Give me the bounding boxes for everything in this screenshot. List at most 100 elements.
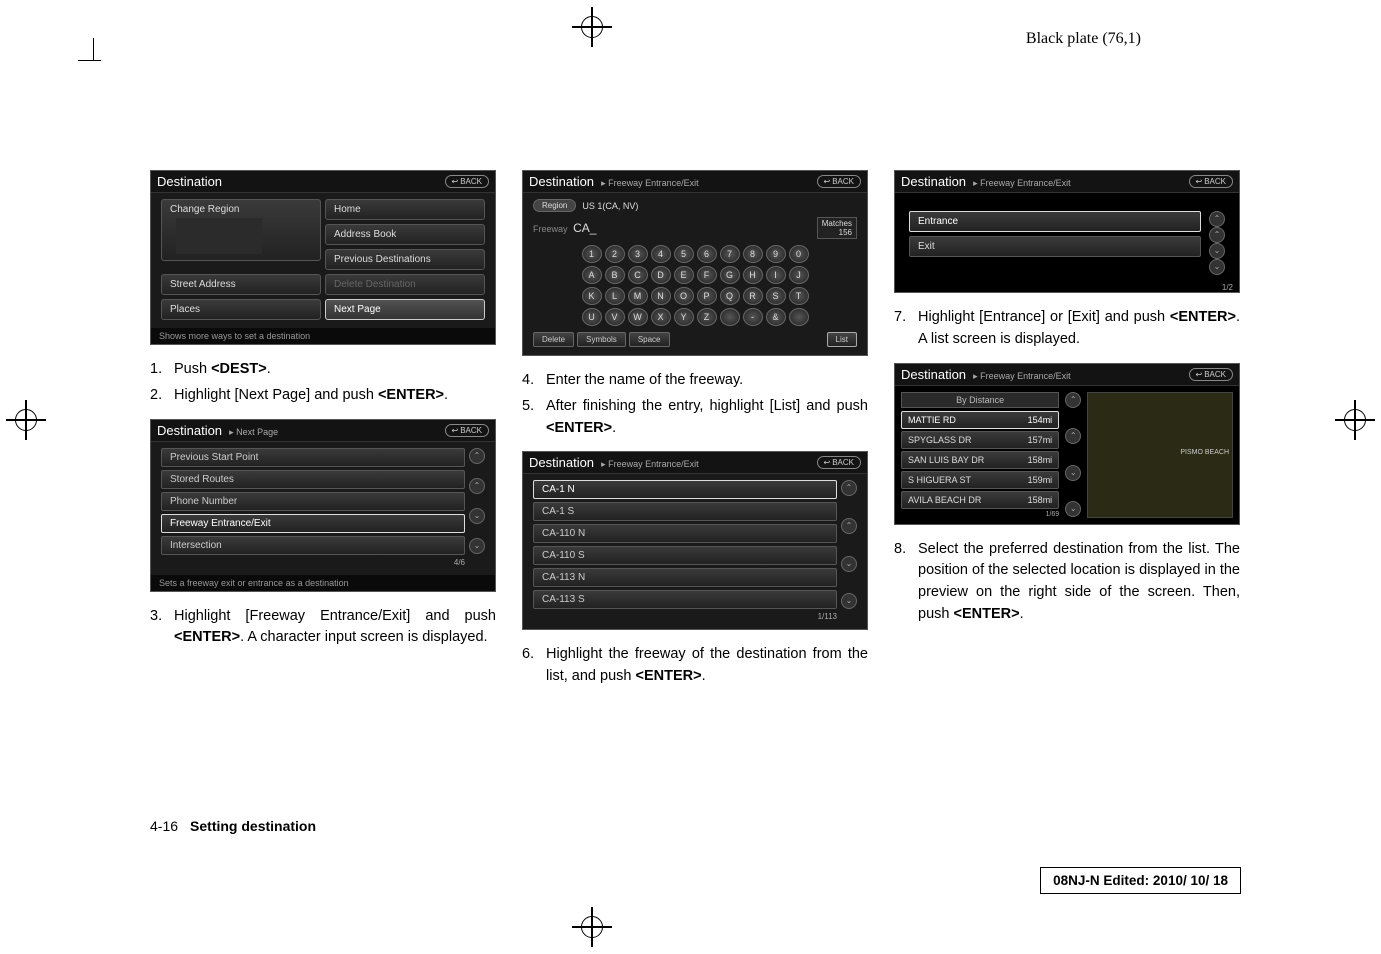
- result-row[interactable]: S HIGUERA ST159mi: [901, 471, 1059, 489]
- delete-dest-button[interactable]: Delete Destination: [325, 274, 485, 295]
- exit-option[interactable]: Exit: [909, 236, 1201, 257]
- list-item[interactable]: Phone Number: [161, 492, 465, 511]
- keyboard-key[interactable]: A: [582, 266, 602, 284]
- keyboard-key[interactable]: X: [651, 308, 671, 326]
- prev-dest-button[interactable]: Previous Destinations: [325, 249, 485, 270]
- page-counter: 4/6: [161, 558, 465, 567]
- scroll-bottom-icon[interactable]: ⌄: [469, 538, 485, 554]
- keyboard-key[interactable]: S: [766, 287, 786, 305]
- change-region-button[interactable]: Change Region: [161, 199, 321, 261]
- scroll-top-icon[interactable]: ⌃: [1209, 211, 1225, 227]
- space-key[interactable]: Space: [629, 332, 670, 347]
- keyboard-key[interactable]: N: [651, 287, 671, 305]
- result-row[interactable]: SAN LUIS BAY DR158mi: [901, 451, 1059, 469]
- scroll-down-icon[interactable]: ⌄: [1065, 465, 1081, 481]
- scroll-up-icon[interactable]: ⌃: [1065, 428, 1081, 444]
- keyboard-key[interactable]: Z: [697, 308, 717, 326]
- keyboard-key[interactable]: [789, 308, 809, 326]
- keyboard-key[interactable]: G: [720, 266, 740, 284]
- list-item[interactable]: CA-1 S: [533, 502, 837, 521]
- keyboard-key[interactable]: L: [605, 287, 625, 305]
- region-button[interactable]: Region: [533, 199, 576, 212]
- back-button[interactable]: ↩ BACK: [817, 456, 862, 469]
- scroll-up-icon[interactable]: ⌃: [1209, 227, 1225, 243]
- scroll-up-icon[interactable]: ⌃: [469, 478, 485, 494]
- keyboard-key[interactable]: Y: [674, 308, 694, 326]
- result-row[interactable]: MATTIE RD154mi: [901, 411, 1059, 429]
- keyboard-key[interactable]: 6: [697, 245, 717, 263]
- scroll-top-icon[interactable]: ⌃: [841, 480, 857, 496]
- list-item[interactable]: CA-113 N: [533, 568, 837, 587]
- address-book-button[interactable]: Address Book: [325, 224, 485, 245]
- keyboard-key[interactable]: 0: [789, 245, 809, 263]
- entrance-option[interactable]: Entrance: [909, 211, 1201, 232]
- back-button[interactable]: ↩ BACK: [817, 175, 862, 188]
- back-button[interactable]: ↩ BACK: [445, 424, 490, 437]
- keyboard-key[interactable]: 3: [628, 245, 648, 263]
- scroll-down-icon[interactable]: ⌄: [841, 556, 857, 572]
- keyboard-key[interactable]: B: [605, 266, 625, 284]
- keyboard-key[interactable]: F: [697, 266, 717, 284]
- step-5: 5. After finishing the entry, highlight …: [522, 396, 868, 440]
- list-item[interactable]: CA-1 N: [533, 480, 837, 499]
- keyboard-key[interactable]: 1: [582, 245, 602, 263]
- crop-mark-right: [1335, 400, 1375, 440]
- scroll-down-icon[interactable]: ⌄: [469, 508, 485, 524]
- list-item[interactable]: CA-113 S: [533, 590, 837, 609]
- keyboard-key[interactable]: 2: [605, 245, 625, 263]
- result-row[interactable]: SPYGLASS DR157mi: [901, 431, 1059, 449]
- next-page-button[interactable]: Next Page: [325, 299, 485, 320]
- list-item[interactable]: CA-110 N: [533, 524, 837, 543]
- keyboard-key[interactable]: H: [743, 266, 763, 284]
- scroll-bottom-icon[interactable]: ⌄: [1065, 501, 1081, 517]
- symbols-key[interactable]: Symbols: [577, 332, 626, 347]
- list-item[interactable]: Stored Routes: [161, 470, 465, 489]
- keyboard-key[interactable]: 9: [766, 245, 786, 263]
- keyboard-key[interactable]: W: [628, 308, 648, 326]
- map-label: PISMO BEACH: [1180, 449, 1229, 456]
- keyboard-key[interactable]: M: [628, 287, 648, 305]
- keyboard-key[interactable]: D: [651, 266, 671, 284]
- keyboard-key[interactable]: -: [743, 308, 763, 326]
- keyboard-key[interactable]: I: [766, 266, 786, 284]
- scroll-up-icon[interactable]: ⌃: [841, 518, 857, 534]
- list-key[interactable]: List: [827, 332, 857, 347]
- keyboard-key[interactable]: O: [674, 287, 694, 305]
- keyboard-key[interactable]: 8: [743, 245, 763, 263]
- back-button[interactable]: ↩ BACK: [1189, 368, 1234, 381]
- scroll-top-icon[interactable]: ⌃: [1065, 392, 1081, 408]
- keyboard-key[interactable]: R: [743, 287, 763, 305]
- keyboard-key[interactable]: K: [582, 287, 602, 305]
- list-item[interactable]: Intersection: [161, 536, 465, 555]
- keyboard-key[interactable]: C: [628, 266, 648, 284]
- keyboard-key[interactable]: U: [582, 308, 602, 326]
- keyboard-key[interactable]: 4: [651, 245, 671, 263]
- keyboard-key[interactable]: V: [605, 308, 625, 326]
- back-button[interactable]: ↩ BACK: [1189, 175, 1234, 188]
- keyboard-key[interactable]: E: [674, 266, 694, 284]
- street-address-button[interactable]: Street Address: [161, 274, 321, 295]
- list-item[interactable]: CA-110 S: [533, 546, 837, 565]
- list-item[interactable]: Previous Start Point: [161, 448, 465, 467]
- result-row[interactable]: AVILA BEACH DR158mi: [901, 491, 1059, 509]
- keyboard-key[interactable]: 7: [720, 245, 740, 263]
- scroll-down-icon[interactable]: ⌄: [1209, 243, 1225, 259]
- delete-key[interactable]: Delete: [533, 332, 574, 347]
- keyboard-key[interactable]: &: [766, 308, 786, 326]
- sort-by-distance[interactable]: By Distance: [901, 392, 1059, 408]
- scroll-top-icon[interactable]: ⌃: [469, 448, 485, 464]
- back-button[interactable]: ↩ BACK: [445, 175, 490, 188]
- keyboard-key[interactable]: [720, 308, 740, 326]
- list-item[interactable]: Freeway Entrance/Exit: [161, 514, 465, 533]
- step-1: 1. Push <DEST>.: [150, 359, 496, 381]
- keyboard-key[interactable]: 5: [674, 245, 694, 263]
- keyboard-key[interactable]: J: [789, 266, 809, 284]
- home-button[interactable]: Home: [325, 199, 485, 220]
- keyboard-key[interactable]: T: [789, 287, 809, 305]
- keyboard-key[interactable]: P: [697, 287, 717, 305]
- scroll-bottom-icon[interactable]: ⌄: [841, 593, 857, 609]
- places-button[interactable]: Places: [161, 299, 321, 320]
- step-4: 4. Enter the name of the freeway.: [522, 370, 868, 392]
- scroll-bottom-icon[interactable]: ⌄: [1209, 259, 1225, 275]
- keyboard-key[interactable]: Q: [720, 287, 740, 305]
